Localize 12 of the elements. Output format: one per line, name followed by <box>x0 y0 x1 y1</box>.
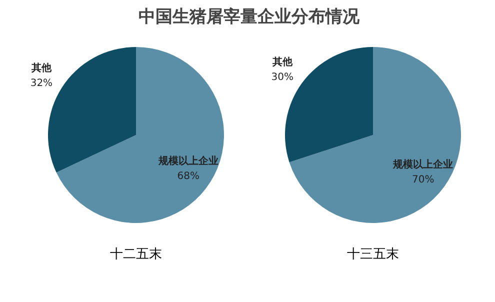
slice-label: 规模以上企业 <box>157 155 218 168</box>
data-label: 68% <box>177 171 200 182</box>
data-label: 32% <box>30 78 53 89</box>
text: 十三五末 <box>347 247 399 262</box>
pie-slice <box>56 47 224 223</box>
slice-label: 其他 <box>271 56 294 68</box>
data-label: 70% <box>412 174 434 186</box>
slice-label: 规模以上企业 <box>392 158 454 170</box>
slice-label: 其他 <box>30 62 52 74</box>
text: 十二五末 <box>110 247 162 262</box>
chart-title: 中国生猪屠宰量企业分布情况 <box>138 7 361 27</box>
data-label: 30% <box>271 72 294 84</box>
